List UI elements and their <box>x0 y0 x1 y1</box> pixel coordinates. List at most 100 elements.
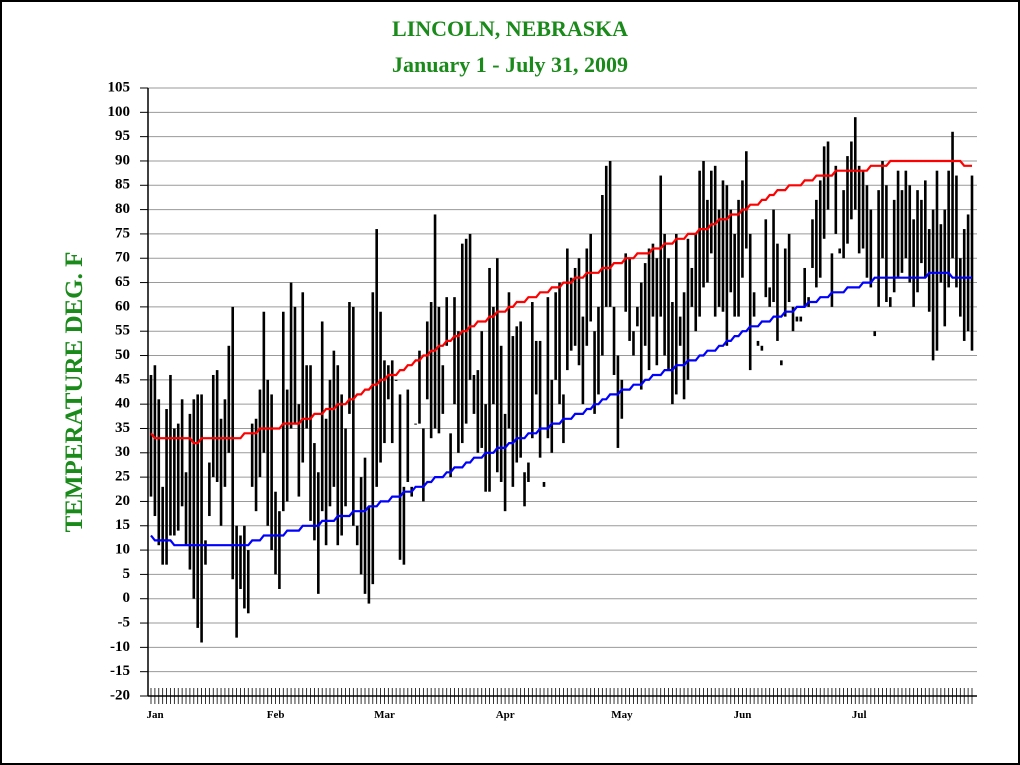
temperature-bar <box>900 190 904 273</box>
temperature-bar <box>959 258 962 317</box>
temperature-bar <box>488 267 491 492</box>
temperature-bar <box>593 331 596 414</box>
y-tick-label: 45 <box>115 371 130 387</box>
temperature-bar <box>896 170 900 278</box>
temperature-bar <box>888 297 892 307</box>
temperature-bar <box>523 472 526 507</box>
y-tick-label: -5 <box>118 614 131 630</box>
temperature-bar <box>422 428 425 502</box>
temperature-bar <box>558 282 561 405</box>
temperature-bar <box>713 165 717 317</box>
temperature-bar <box>546 297 550 439</box>
temperature-bar <box>262 311 266 453</box>
temperature-bar <box>962 229 966 341</box>
temperature-bar <box>589 233 592 322</box>
temperature-bar <box>293 306 297 424</box>
temperature-bar <box>970 175 974 351</box>
temperature-bar <box>636 306 639 327</box>
temperature-bar <box>698 170 701 317</box>
temperature-bar <box>227 345 231 453</box>
temperature-bar <box>947 170 950 288</box>
temperature-bar <box>745 151 748 249</box>
y-tick-label: 40 <box>115 396 130 412</box>
temperature-bar <box>383 360 386 444</box>
temperature-bar <box>811 219 814 268</box>
temperature-bar <box>297 404 301 497</box>
temperature-bar <box>484 404 487 492</box>
y-tick-label: 5 <box>123 566 131 582</box>
x-tick-label: Feb <box>267 709 285 721</box>
temperature-bar <box>706 199 709 283</box>
temperature-bar <box>317 472 320 594</box>
temperature-bar <box>725 185 729 346</box>
temperature-bar <box>278 511 281 589</box>
temperature-bar <box>674 233 678 395</box>
temperature-bar <box>815 199 818 288</box>
x-tick-label: Jan <box>146 709 163 721</box>
y-tick-label: 50 <box>115 347 130 363</box>
temperature-bar <box>853 117 857 210</box>
temperature-bar <box>838 248 842 254</box>
temperature-bar <box>468 233 472 380</box>
temperature-bar <box>511 336 515 487</box>
temperature-bar <box>710 170 713 254</box>
temperature-bar <box>231 306 235 580</box>
temperature-bar <box>927 229 931 312</box>
temperature-bar <box>671 302 674 405</box>
temperature-bar <box>313 443 316 541</box>
temperature-bar <box>445 297 449 346</box>
temperature-bar <box>686 238 690 380</box>
temperature-bar <box>519 321 522 458</box>
temperature-bar <box>204 540 207 565</box>
temperature-bar <box>531 302 534 439</box>
temperature-bar <box>717 209 721 307</box>
temperature-bar <box>912 219 915 307</box>
temperature-bar <box>270 394 273 551</box>
temperature-bar <box>729 209 733 293</box>
temperature-bar <box>920 199 923 264</box>
temperature-bar <box>924 180 927 278</box>
temperature-bar <box>818 180 822 278</box>
temperature-bar <box>379 311 382 463</box>
temperature-bar <box>935 170 939 351</box>
temperature-bar <box>534 340 538 395</box>
temperature-bar <box>425 321 429 400</box>
temperature-bar <box>885 185 888 303</box>
temperature-bar <box>387 365 390 400</box>
temperature-bar <box>612 306 616 375</box>
temperature-bar <box>363 457 367 594</box>
temperature-bar <box>336 365 340 546</box>
temperature-bar <box>285 389 289 502</box>
temperature-bar <box>869 209 873 288</box>
temperature-bar <box>861 170 865 249</box>
temperature-bar <box>908 185 912 283</box>
temperature-bar <box>892 199 896 293</box>
temperature-bar <box>348 302 351 414</box>
temperature-bar <box>748 233 752 371</box>
y-tick-label: 70 <box>115 250 130 266</box>
temperature-bar <box>328 379 332 507</box>
temperature-bar <box>472 374 476 414</box>
temperature-bar <box>655 258 659 366</box>
y-tick-label: -20 <box>110 687 130 703</box>
temperature-bar <box>507 292 511 429</box>
temperature-bar <box>951 131 954 259</box>
temperature-bar <box>850 141 853 220</box>
temperature-bar <box>301 292 305 463</box>
chart-title: LINCOLN, NEBRASKA <box>392 16 628 41</box>
temperature-bar <box>243 525 246 609</box>
y-tick-label: 10 <box>115 542 130 558</box>
temperature-bar <box>215 370 219 482</box>
temperature-bar <box>161 486 164 565</box>
temperature-bar <box>663 233 666 356</box>
temperature-bar <box>647 248 651 371</box>
y-tick-label: 75 <box>115 225 130 241</box>
temperature-bar <box>760 345 764 351</box>
temperature-bar <box>601 195 604 356</box>
temperature-bar <box>550 379 554 453</box>
temperature-bar <box>406 389 410 482</box>
y-tick-label: 20 <box>115 493 130 509</box>
temperature-bar <box>702 160 705 288</box>
temperature-bar <box>340 394 343 536</box>
temperature-bar <box>721 180 725 312</box>
